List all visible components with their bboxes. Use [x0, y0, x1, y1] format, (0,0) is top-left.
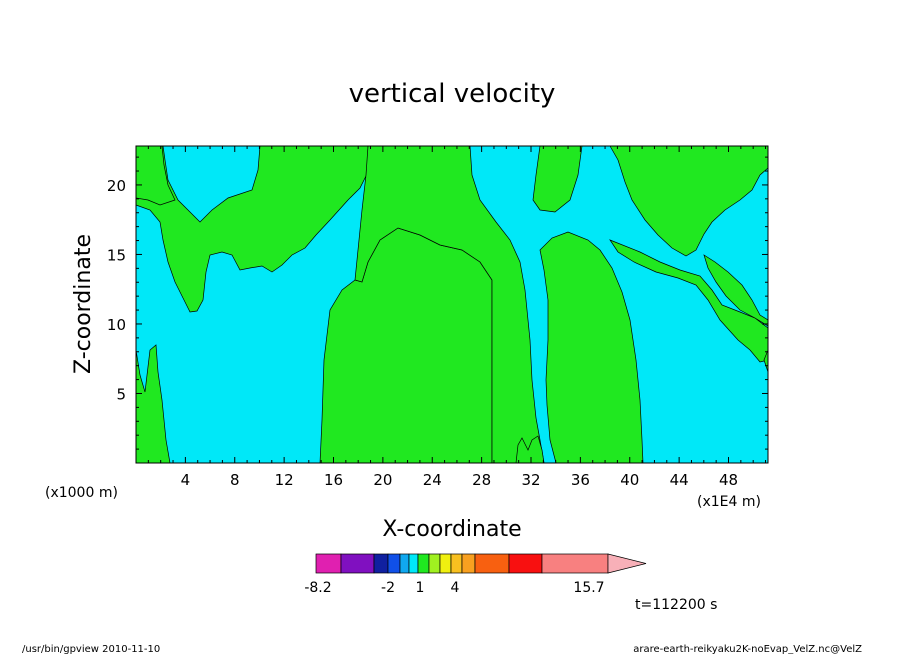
plot-frame — [135, 145, 769, 464]
colorbar-swatch — [417, 553, 430, 574]
green-region-left-upper — [135, 145, 176, 206]
x-unit-right-label: (x1E4 m) — [697, 494, 761, 510]
colorbar-swatch — [461, 553, 476, 574]
y-axis-ticks: 5 10 15 20 — [107, 156, 768, 450]
colorbar-swatch — [428, 553, 441, 574]
colorbar-swatch — [340, 553, 375, 574]
x-tick-label: 16 — [324, 471, 343, 489]
x-tick-label: 8 — [230, 471, 240, 489]
colorbar-swatch — [408, 553, 419, 574]
colorbar-swatch — [399, 553, 410, 574]
colorbar-label: 1 — [416, 580, 425, 596]
colorbar-label: 15.7 — [573, 580, 604, 596]
y-tick-label: 10 — [107, 316, 126, 334]
y-tick-label: 15 — [107, 246, 126, 264]
colorbar-label: 4 — [451, 580, 460, 596]
colorbar-swatch — [387, 553, 401, 574]
time-label: t=112200 s — [635, 597, 717, 613]
green-region-left — [135, 145, 369, 313]
x-tick-label: 20 — [373, 471, 392, 489]
colorbar-arrow — [607, 553, 647, 574]
x-tick-label: 40 — [620, 471, 639, 489]
footer-right: arare-earth-reikyaku2K-noEvap_VelZ.nc@Ve… — [633, 644, 862, 654]
x-axis-label: X-coordinate — [382, 517, 521, 542]
x-unit-left-label: (x1000 m) — [45, 485, 118, 501]
colorbar-label: -8.2 — [304, 580, 331, 596]
x-axis-ticks: 4 8 12 16 20 24 28 32 36 40 44 48 — [147, 146, 767, 489]
colorbar-swatch — [508, 553, 543, 574]
x-tick-label: 44 — [670, 471, 689, 489]
green-region-bottom-mid-blip — [515, 435, 545, 464]
y-tick-label: 20 — [107, 177, 126, 195]
y-tick-label: 5 — [116, 385, 126, 403]
colorbar — [315, 553, 647, 574]
colorbar-swatch — [541, 553, 609, 574]
colorbar-swatch — [315, 553, 342, 574]
x-tick-label: 28 — [472, 471, 491, 489]
x-tick-label: 24 — [423, 471, 442, 489]
x-tick-label: 48 — [719, 471, 738, 489]
colorbar-swatch — [450, 553, 463, 574]
y-axis-label: Z-coordinate — [71, 234, 96, 374]
green-region-right-mid — [539, 231, 644, 464]
x-tick-label: 12 — [275, 471, 294, 489]
green-region-top-right — [532, 145, 583, 213]
x-tick-label: 36 — [571, 471, 590, 489]
x-tick-label: 32 — [521, 471, 540, 489]
green-regions — [135, 145, 769, 464]
x-tick-label: 4 — [181, 471, 191, 489]
green-region-upper-right — [609, 145, 769, 257]
colorbar-swatch — [474, 553, 510, 574]
colorbar-swatch — [439, 553, 452, 574]
colorbar-swatch — [373, 553, 389, 574]
colorbar-labels: -8.2 -2 1 4 15.7 — [304, 580, 604, 596]
chart-title: vertical velocity — [349, 79, 556, 109]
footer-left: /usr/bin/gpview 2010-11-10 — [22, 644, 160, 654]
green-region-center-top — [354, 145, 545, 464]
colorbar-label: -2 — [381, 580, 395, 596]
